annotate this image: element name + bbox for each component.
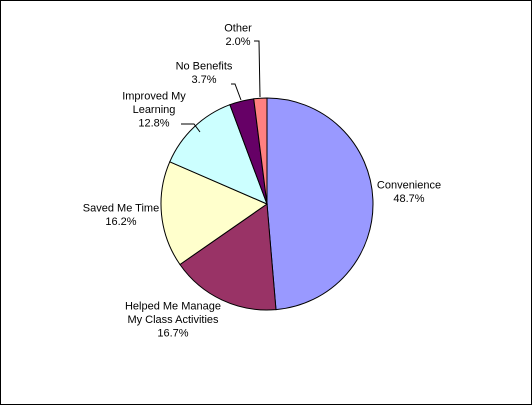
slice-category-label: Helped Me Manage bbox=[125, 301, 221, 313]
leader-line-5 bbox=[231, 83, 242, 101]
slice-label-5: No Benefits 3.7% bbox=[176, 60, 233, 86]
leader-line-6 bbox=[254, 40, 261, 98]
pie-slice-4 bbox=[169, 104, 268, 205]
slice-value-label: 16.2% bbox=[105, 216, 136, 228]
slice-value-label: 48.7% bbox=[393, 193, 424, 205]
slices-layer bbox=[160, 97, 374, 311]
slice-label-6: Other 2.0% bbox=[224, 22, 252, 48]
data-labels: Convenience 48.7% Helped Me Manage My Class… bbox=[83, 22, 441, 339]
pie-slice-6 bbox=[253, 97, 268, 205]
slice-category-label: Learning bbox=[133, 104, 176, 116]
slice-category-label: My Class Activities bbox=[127, 314, 219, 326]
slice-label-4: Improved My Learning 12.8% bbox=[122, 91, 186, 130]
slice-value-label: 16.7% bbox=[157, 328, 188, 340]
pie-slice-2 bbox=[179, 203, 277, 311]
slice-value-label: 12.8% bbox=[138, 118, 169, 130]
slice-category-label: Other bbox=[224, 22, 252, 34]
leader-lines bbox=[181, 40, 261, 133]
slice-value-label: 3.7% bbox=[191, 74, 216, 86]
slice-label-3: Saved Me Time 16.2% bbox=[83, 202, 159, 228]
slice-label-2: Helped Me Manage My Class Activities 16.7% bbox=[125, 301, 221, 340]
slice-value-label: 2.0% bbox=[225, 36, 250, 48]
slice-category-label: No Benefits bbox=[176, 60, 233, 72]
slice-category-label: Convenience bbox=[377, 179, 441, 191]
slice-label-1: Convenience 48.7% bbox=[377, 179, 441, 205]
slice-category-label: Improved My bbox=[122, 91, 186, 103]
pie-slice-1 bbox=[266, 97, 374, 311]
slice-category-label: Saved Me Time bbox=[83, 202, 159, 214]
pie-slice-3 bbox=[160, 161, 269, 266]
leader-line-4 bbox=[181, 123, 201, 133]
